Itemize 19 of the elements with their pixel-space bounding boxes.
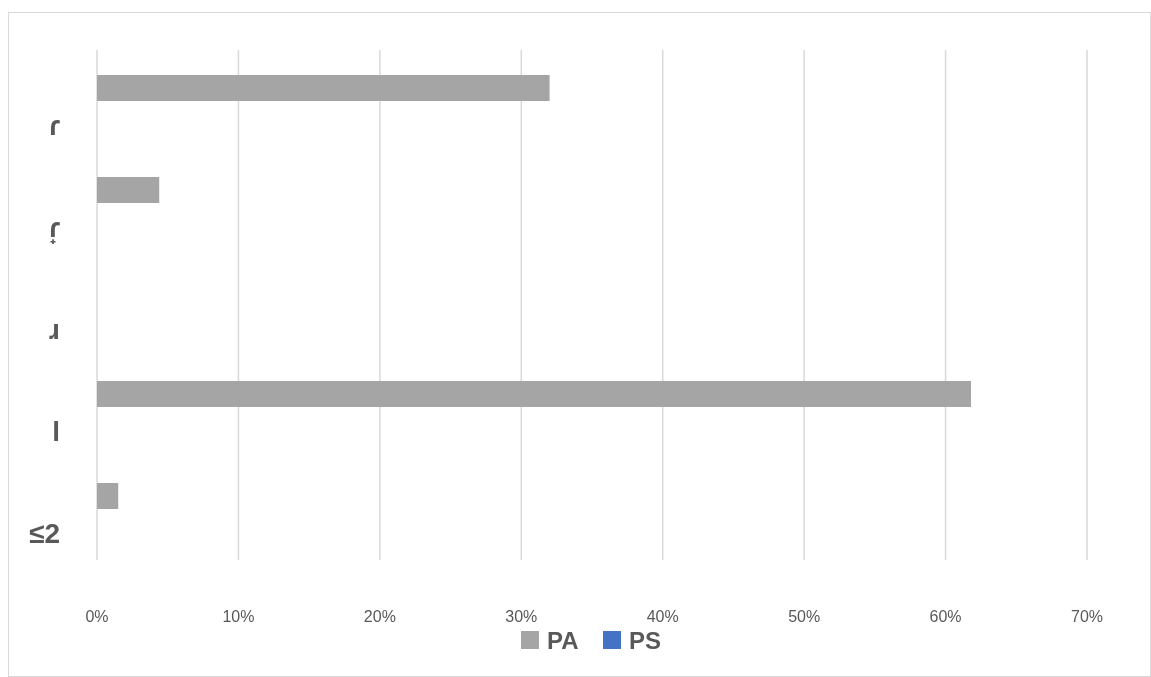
x-tick-label: 20%: [363, 608, 396, 625]
bar: [97, 482, 119, 509]
x-tick-label: 70%: [1070, 608, 1104, 625]
y-tick-label: ɹ: [49, 314, 60, 346]
y-tick-label: ≤2: [29, 518, 60, 550]
x-tick-label: 0%: [85, 608, 109, 625]
legend-label: PA: [547, 627, 579, 654]
y-tick-label: ɾ̟: [49, 212, 61, 244]
y-tick-label: l: [52, 416, 60, 448]
x-tick-label: 30%: [505, 608, 538, 625]
x-tick-label: 40%: [646, 608, 679, 625]
bar: [97, 380, 972, 407]
x-tick-label: 10%: [222, 608, 255, 625]
y-tick-label: ɾ: [49, 110, 61, 142]
bar: [97, 176, 160, 203]
x-tick-label: 60%: [929, 608, 962, 625]
legend-label: PS: [629, 627, 662, 654]
x-tick-label: 50%: [788, 608, 821, 625]
bar: [97, 74, 550, 101]
